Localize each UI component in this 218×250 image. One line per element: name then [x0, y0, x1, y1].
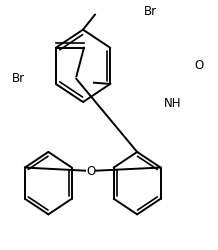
Text: Br: Br: [12, 71, 25, 84]
Text: NH: NH: [164, 96, 182, 109]
Text: O: O: [194, 59, 204, 72]
Text: O: O: [86, 164, 95, 177]
Text: Br: Br: [144, 6, 157, 18]
